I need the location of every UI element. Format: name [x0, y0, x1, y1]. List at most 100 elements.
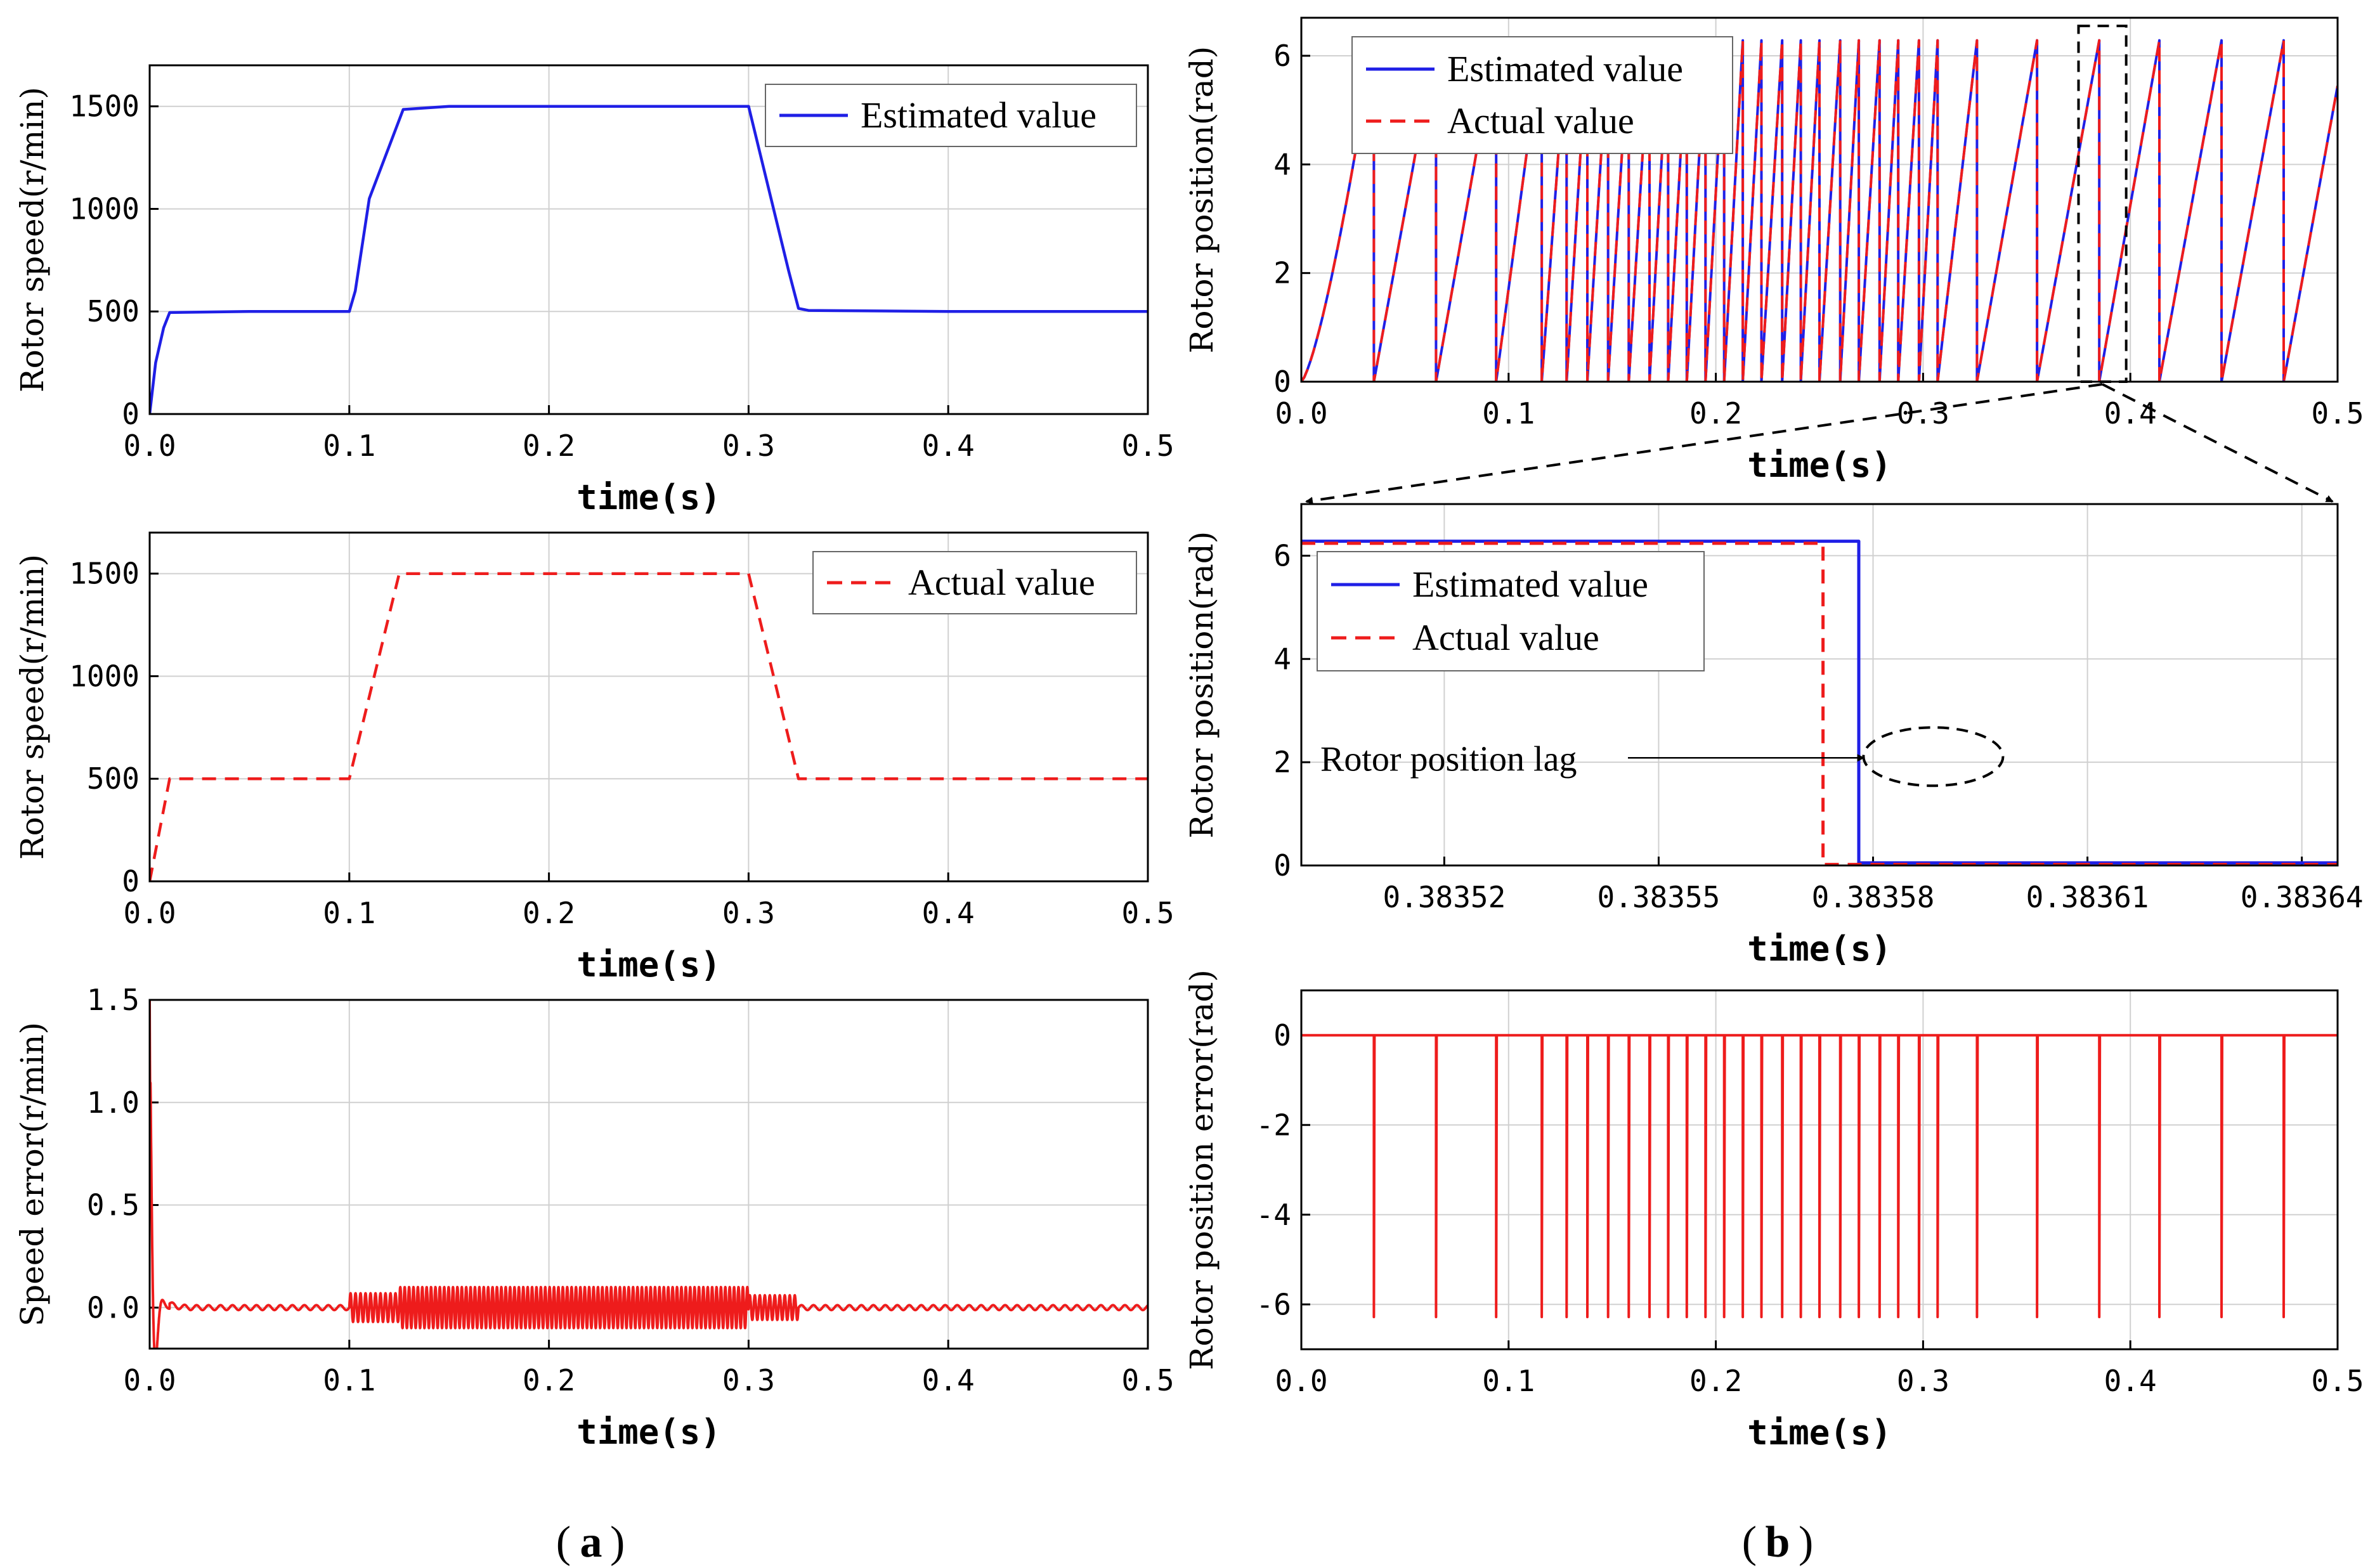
y-tick-label: 0 — [1273, 365, 1291, 399]
svg-text:): ) — [610, 1518, 625, 1567]
panel-label-a-letter: a — [580, 1518, 602, 1567]
y-tick-label: 1.0 — [87, 1085, 140, 1120]
charts-layer: 0.0 0.1 0.2 0.3 0.4 0.5 0 500 1000 1500 time(s) Rot… — [14, 16, 2364, 1453]
y-tick-label: 6 — [1273, 39, 1291, 73]
y-tick-label: 0 — [122, 397, 140, 431]
x-tick-label: 0.2 — [1689, 396, 1742, 431]
chart-b2: 0.38352 0.38355 0.38358 0.38361 0.38364 0 2 4 6 t… — [1183, 503, 2364, 969]
panel-label-a: ( a ) — [556, 1518, 625, 1567]
x-tick-label: 0.0 — [123, 1363, 176, 1397]
series-line — [150, 105, 1148, 414]
x-axis-label: time(s) — [1747, 1413, 1892, 1453]
x-tick-label: 0.5 — [2311, 396, 2364, 431]
y-tick-label: 500 — [87, 294, 140, 328]
y-tick-label: 1.5 — [87, 983, 140, 1017]
y-tick-label: 4 — [1273, 147, 1291, 181]
x-tick-label: 0.1 — [1482, 1364, 1535, 1398]
legend-label: Actual value — [1412, 617, 1599, 658]
x-tick-label: 0.38361 — [2026, 880, 2149, 914]
chart-a3: 0.0 0.1 0.2 0.3 0.4 0.5 0.0 0.5 1.0 1.5 time(s) Spe… — [14, 983, 1174, 1452]
x-tick-label: 0.3 — [1897, 1364, 1949, 1398]
x-tick-label: 0.4 — [922, 896, 975, 930]
x-tick-label: 0.2 — [1689, 1364, 1742, 1398]
x-tick-label: 0.1 — [323, 429, 375, 463]
plot-frame — [1300, 989, 2339, 1351]
chart-b3: 0.0 0.1 0.2 0.3 0.4 0.5 0 -2 -4 -6 time(s) Rotor po… — [1183, 969, 2364, 1453]
y-tick-label: 1000 — [69, 191, 140, 226]
x-tick-label: 0.0 — [123, 429, 176, 463]
y-tick-label: 6 — [1273, 538, 1291, 573]
x-axis-label: time(s) — [1747, 445, 1892, 485]
y-tick-label: 0.0 — [87, 1290, 140, 1325]
x-tick-label: 0.1 — [1482, 396, 1535, 431]
y-tick-label: 2 — [1273, 256, 1291, 290]
zoom-box — [2077, 24, 2128, 383]
plot-frame — [148, 999, 1149, 1350]
legend: Estimated value — [765, 84, 1137, 147]
x-axis-label: time(s) — [576, 1412, 721, 1452]
chart-a2: 0.0 0.1 0.2 0.3 0.4 0.5 0 500 1000 1500 time(s) Rot… — [14, 531, 1174, 985]
legend-box — [812, 551, 1137, 614]
annotation-text: Rotor position lag — [1320, 739, 1577, 779]
y-tick-label: -6 — [1256, 1287, 1291, 1321]
y-tick-label: -4 — [1256, 1198, 1291, 1232]
x-tick-label: 0.4 — [922, 1363, 975, 1397]
y-tick-label: 500 — [87, 761, 140, 796]
svg-text:): ) — [1799, 1518, 1813, 1567]
panel-label-b-letter: b — [1766, 1518, 1790, 1567]
x-tick-label: 0.0 — [1275, 396, 1327, 431]
y-axis-label: Rotor speed(r/min) — [14, 87, 51, 392]
legend: Estimated value Actual value — [1317, 551, 1705, 671]
x-tick-label: 0.5 — [1121, 429, 1174, 463]
x-tick-label: 0.3 — [1897, 396, 1949, 431]
legend-box — [1351, 36, 1733, 154]
y-axis-label: Rotor speed(r/min) — [14, 554, 51, 860]
y-tick-label: 1000 — [69, 659, 140, 693]
x-tick-label: 0.1 — [323, 896, 375, 930]
lag-ellipse — [1862, 726, 2005, 787]
legend-label: Actual value — [1447, 100, 1634, 141]
x-tick-label: 0.0 — [123, 896, 176, 930]
grid — [1301, 504, 2338, 865]
legend: Actual value — [812, 551, 1137, 614]
series-line — [150, 572, 1148, 881]
plot-frame — [1300, 503, 2339, 867]
x-tick-label: 0.38364 — [2241, 880, 2364, 914]
x-tick-label: 0.3 — [722, 896, 775, 930]
zoom-connector-left — [1305, 383, 2103, 505]
legend: Estimated value Actual value — [1351, 36, 1733, 154]
x-tick-label: 0.38352 — [1383, 880, 1506, 914]
legend-label: Estimated value — [1412, 564, 1648, 605]
y-axis-label: Rotor position(rad) — [1183, 46, 1220, 354]
y-tick-label: 1500 — [69, 89, 140, 124]
y-axis-label: Rotor position error(rad) — [1183, 969, 1220, 1370]
y-tick-label: 0 — [1273, 1018, 1291, 1053]
x-axis-label: time(s) — [576, 477, 721, 517]
y-axis-label: Rotor position(rad) — [1183, 531, 1220, 839]
x-tick-label: 0.4 — [2104, 396, 2157, 431]
y-tick-label: -2 — [1256, 1108, 1291, 1142]
x-tick-label: 0.1 — [323, 1363, 375, 1397]
y-tick-label: 2 — [1273, 745, 1291, 779]
series-line — [1301, 540, 2338, 865]
panel-label-b: ( b ) — [1742, 1518, 1814, 1567]
x-tick-label: 0.2 — [523, 429, 575, 463]
x-axis-label: time(s) — [576, 945, 721, 985]
legend-box — [1317, 551, 1705, 671]
chart-a1: 0.0 0.1 0.2 0.3 0.4 0.5 0 500 1000 1500 time(s) Rot… — [14, 64, 1174, 517]
x-tick-label: 0.38355 — [1597, 880, 1721, 914]
series-line — [1301, 541, 2338, 865]
y-axis-label: Speed error(r/min) — [14, 1022, 51, 1326]
plot-frame — [1300, 16, 2339, 383]
x-tick-label: 0.5 — [1121, 896, 1174, 930]
svg-text:(: ( — [556, 1518, 571, 1567]
y-tick-label: 0 — [1273, 848, 1291, 883]
y-tick-label: 0 — [122, 864, 140, 898]
chart-b1: 0.0 0.1 0.2 0.3 0.4 0.5 0 2 4 6 time(s) Rotor posit… — [1183, 16, 2364, 505]
x-tick-label: 0.5 — [1121, 1363, 1174, 1397]
plot-frame — [148, 531, 1149, 883]
series-line — [150, 1000, 1148, 1349]
legend-label: Estimated value — [861, 94, 1096, 136]
x-tick-label: 0.4 — [922, 429, 975, 463]
